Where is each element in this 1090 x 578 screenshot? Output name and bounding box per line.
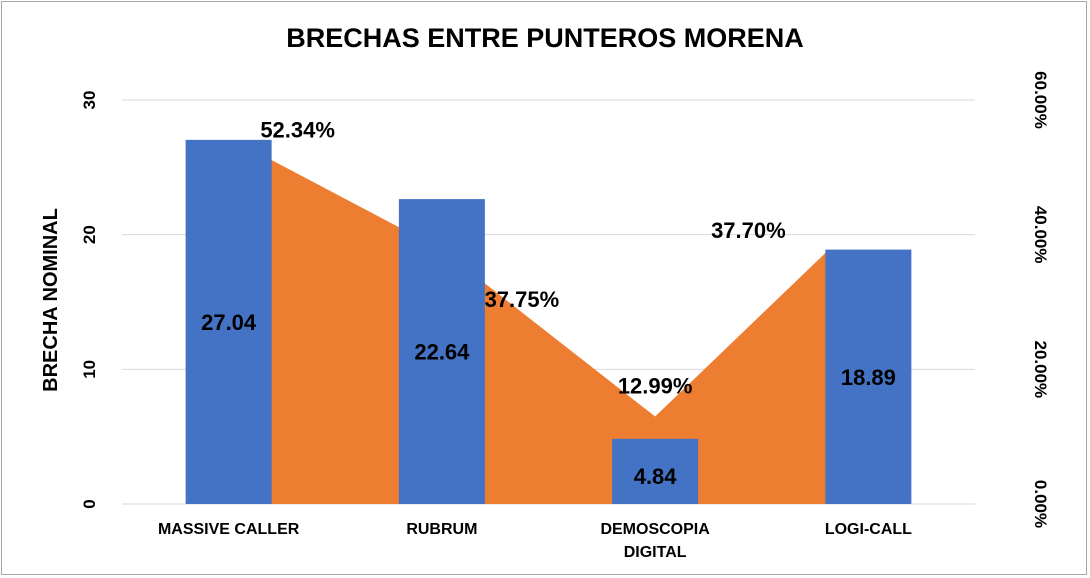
tick-labels: 0 10 20 30 0.00% 20.00% 40.00% 60.00%	[80, 71, 1050, 528]
area-data-label: 52.34%	[260, 118, 335, 143]
y2-tick-label: 0.00%	[1031, 480, 1050, 528]
x-category-label: DIGITAL	[624, 544, 687, 561]
bar	[612, 438, 699, 504]
bar-data-label: 27.04	[201, 310, 257, 335]
x-category-label: LOGI-CALL	[825, 521, 912, 538]
y2-tick-label: 20.00%	[1031, 340, 1050, 398]
area-series	[255, 151, 829, 504]
y2-tick-label: 40.00%	[1031, 206, 1050, 264]
area-data-label: 12.99%	[618, 374, 693, 399]
bar-data-label: 22.64	[414, 340, 470, 365]
y-tick-label: 10	[80, 360, 99, 379]
y-axis-label: BRECHA NOMINAL	[40, 208, 62, 392]
chart-title: BRECHAS ENTRE PUNTEROS MORENA	[286, 23, 804, 53]
area-fill	[255, 151, 829, 504]
bar-data-label: 18.89	[841, 365, 896, 390]
x-category-label: MASSIVE CALLER	[158, 521, 300, 538]
y-tick-label: 20	[80, 225, 99, 244]
bar-data-label: 4.84	[634, 464, 678, 489]
bar-series	[185, 139, 912, 504]
x-category-label: DEMOSCOPIA	[600, 521, 710, 538]
bar	[825, 249, 912, 504]
category-labels: MASSIVE CALLER RUBRUM DEMOSCOPIA DIGITAL LOG…	[158, 521, 912, 561]
data-labels: 27.04 22.64 4.84 18.89 52.34% 37.75% 12.99% 37.…	[201, 118, 896, 489]
x-category-label: RUBRUM	[406, 521, 477, 538]
y-tick-label: 30	[80, 91, 99, 110]
y2-tick-label: 60.00%	[1031, 71, 1050, 129]
y-tick-label: 0	[80, 499, 99, 508]
area-data-label: 37.70%	[711, 218, 786, 243]
area-data-label: 37.75%	[485, 287, 560, 312]
bar	[185, 139, 272, 504]
bar	[398, 199, 485, 504]
